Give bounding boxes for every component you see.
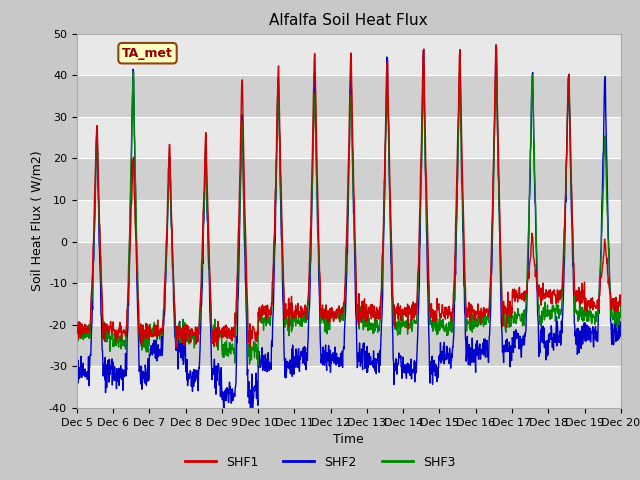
Text: TA_met: TA_met (122, 47, 173, 60)
Bar (77, 75, 621, 117)
X-axis label: Time: Time (333, 433, 364, 446)
Bar (77, 200, 621, 241)
Bar (77, 283, 621, 325)
Bar (77, 34, 621, 75)
Bar (77, 366, 621, 408)
Legend: SHF1, SHF2, SHF3: SHF1, SHF2, SHF3 (180, 451, 460, 474)
Bar (77, 325, 621, 366)
Bar (77, 117, 621, 158)
Bar (77, 158, 621, 200)
Y-axis label: Soil Heat Flux ( W/m2): Soil Heat Flux ( W/m2) (30, 151, 44, 291)
Bar (77, 241, 621, 283)
Title: Alfalfa Soil Heat Flux: Alfalfa Soil Heat Flux (269, 13, 428, 28)
